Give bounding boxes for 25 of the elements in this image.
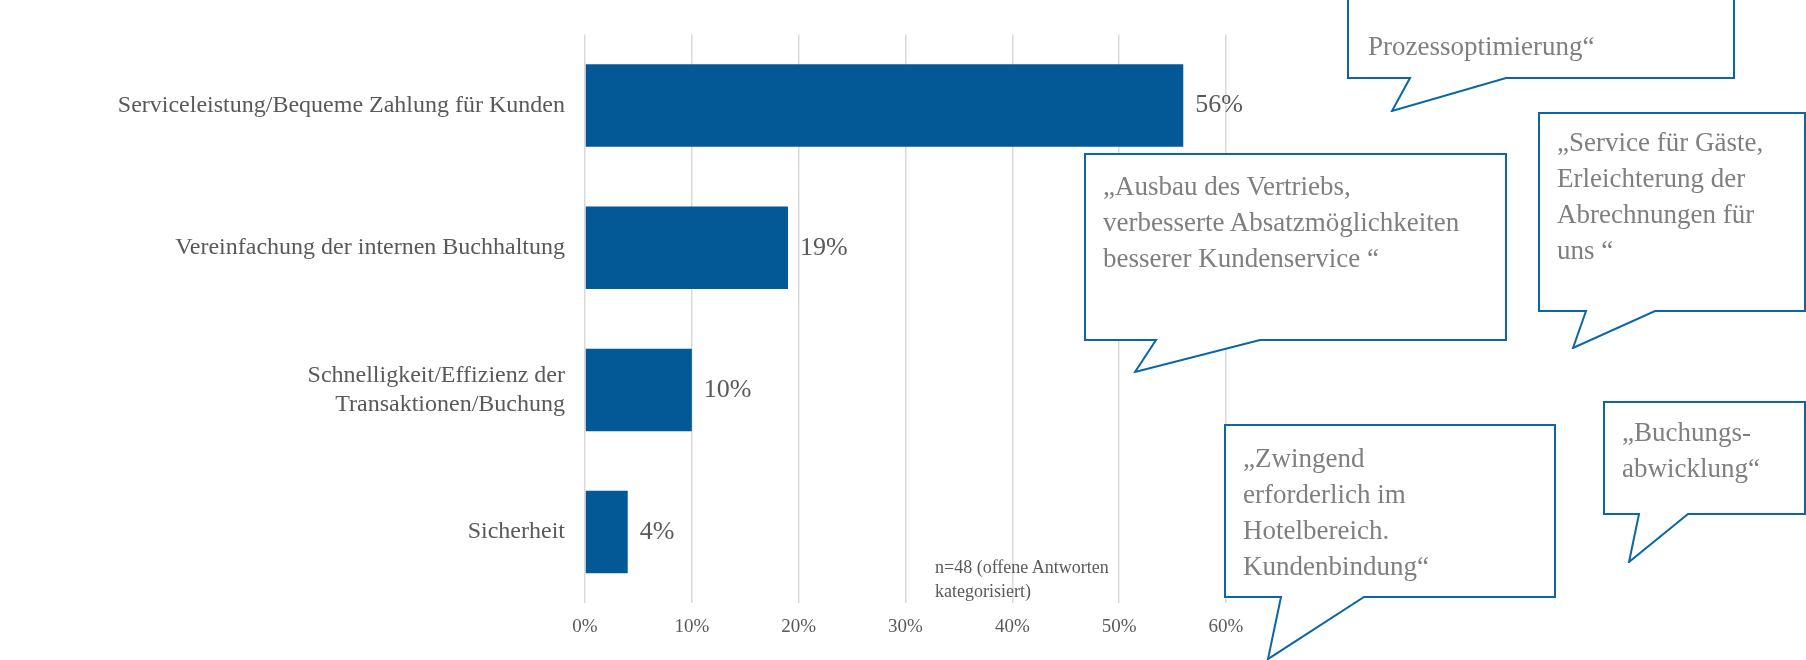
x-tick-label: 10%	[674, 614, 710, 636]
y-tick-label: Schnelligkeit/Effizienz der Transaktionen/Buchung	[307, 360, 565, 416]
annotation: n=48 (offene Antworten kategorisiert)	[935, 556, 1110, 603]
x-tick-label: 40%	[994, 614, 1030, 636]
data-label: 10%	[703, 373, 752, 403]
bar	[585, 490, 628, 574]
data-label: 56%	[1195, 89, 1243, 119]
text: „Service für Gäste, Erleichterung der Abrechnungen für uns “	[1557, 126, 1765, 267]
bar	[585, 206, 788, 289]
text: „Buchungs-abwicklung“	[1622, 416, 1761, 485]
x-tick-label: 20%	[781, 614, 817, 636]
x-tick-label: 50%	[1101, 614, 1137, 636]
x-tick-label: 60%	[1208, 614, 1244, 636]
y-tick-label: Sicherheit	[467, 517, 566, 544]
data-label: 19%	[799, 231, 848, 261]
text: „Zwingend erforderlich im Hotelbereich. Kundenbindung“	[1243, 442, 1430, 583]
data-label: 4%	[639, 515, 675, 545]
x-tick-label: 0%	[572, 614, 598, 636]
text: Prozessoptimierung“	[1368, 30, 1596, 63]
bar	[585, 64, 1184, 147]
annotation: „Ausbau des Vertriebs, verbesserte Absatzmöglichkeiten besserer Kundenservice “	[1103, 170, 1461, 275]
y-tick-label: Vereinfachung der internen Buchhaltung	[175, 233, 565, 259]
y-tick-label: Serviceleistung/Bequeme Zahlung für Kunden	[117, 90, 565, 117]
x-tick-label: 30%	[888, 614, 924, 636]
bar	[585, 348, 692, 432]
